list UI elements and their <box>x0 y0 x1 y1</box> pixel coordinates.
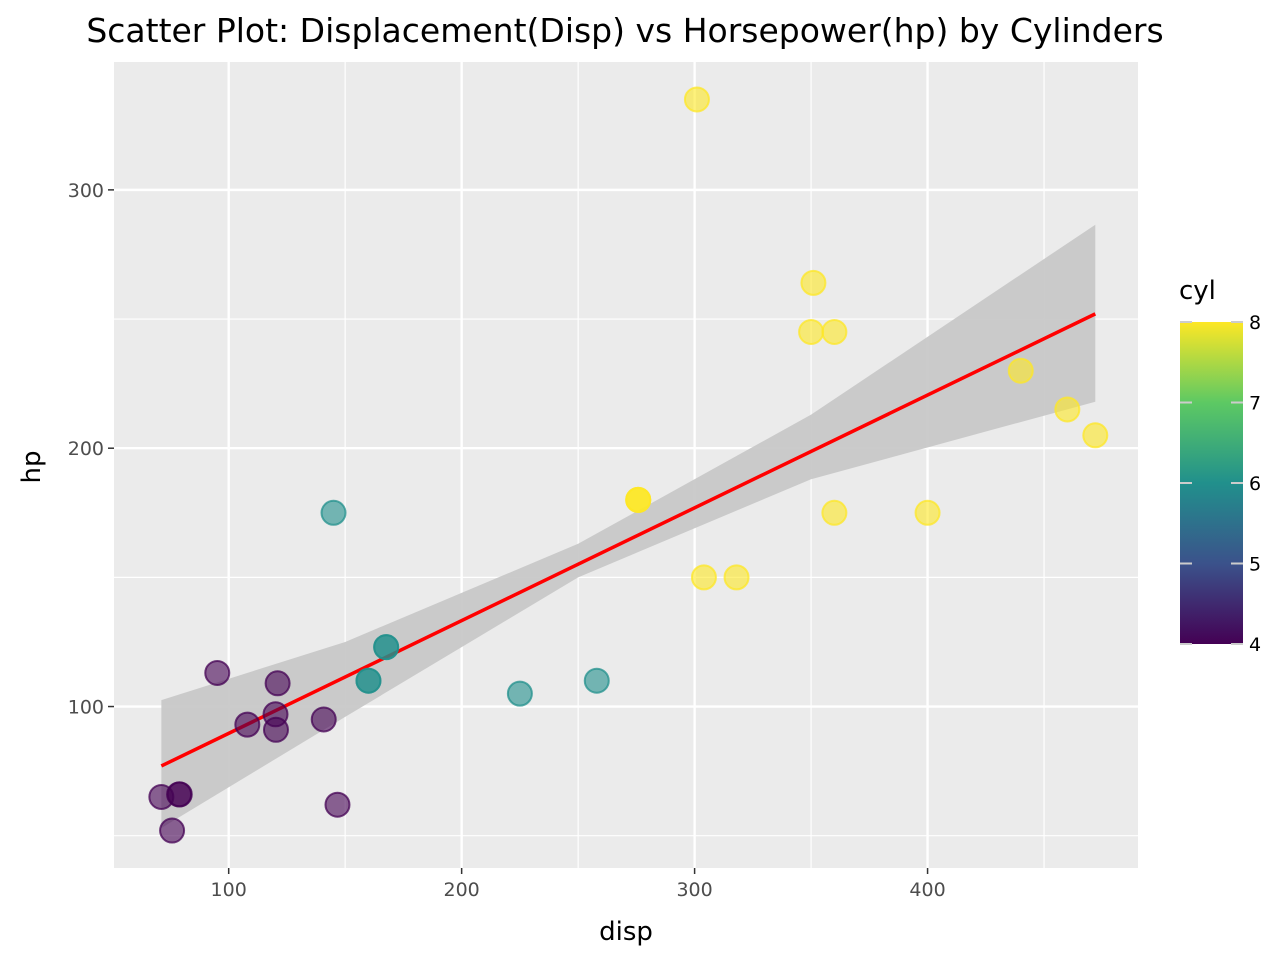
data-point <box>324 791 351 818</box>
color-legend: cyl 4 5 6 7 8 <box>1179 276 1261 656</box>
legend-title: cyl <box>1179 276 1216 306</box>
data-point <box>264 670 291 697</box>
colorbar-label: 8 <box>1249 312 1261 334</box>
y-tick-label: 300 <box>68 180 104 202</box>
data-point <box>914 499 941 526</box>
grid-lines <box>114 62 1138 868</box>
x-axis-title: disp <box>599 917 653 947</box>
confidence-band <box>161 224 1096 828</box>
data-point <box>355 667 382 694</box>
data-point <box>798 318 825 345</box>
chart-title: Scatter Plot: Displacement(Disp) vs Hors… <box>86 11 1163 50</box>
data-point <box>506 680 533 707</box>
data-point <box>166 781 193 808</box>
trend-line <box>160 312 1097 768</box>
x-tick-label: 100 <box>211 879 247 901</box>
data-point <box>1082 422 1109 449</box>
confidence-band-layer <box>161 224 1096 828</box>
x-tick-label: 300 <box>676 879 712 901</box>
data-point <box>159 817 186 844</box>
y-tick-label: 200 <box>68 438 104 460</box>
x-tick-label: 400 <box>909 879 945 901</box>
data-point <box>583 667 610 694</box>
colorbar-label: 6 <box>1249 473 1261 495</box>
data-points <box>148 86 1109 844</box>
colorbar-label: 7 <box>1249 393 1261 415</box>
data-point <box>821 499 848 526</box>
colorbar-label: 4 <box>1249 634 1261 656</box>
data-point <box>690 564 717 591</box>
x-tick-label: 200 <box>444 879 480 901</box>
data-point <box>821 318 848 345</box>
axis-ticks: 100 200 300 400 100 200 300 <box>68 180 946 901</box>
data-point <box>320 499 347 526</box>
data-point <box>373 634 400 661</box>
data-point <box>1007 357 1034 384</box>
data-point <box>310 706 337 733</box>
y-tick-label: 100 <box>68 697 104 719</box>
data-point <box>800 269 827 296</box>
data-point <box>723 564 750 591</box>
data-point <box>234 711 261 738</box>
colorbar-label: 5 <box>1249 554 1261 576</box>
data-point <box>262 716 289 743</box>
data-point <box>683 86 710 113</box>
data-point <box>1054 396 1081 423</box>
colorbar-ticks: 4 5 6 7 8 <box>1180 312 1261 656</box>
data-point <box>625 486 652 513</box>
y-axis-title: hp <box>17 451 47 484</box>
data-point <box>204 659 231 686</box>
trend-line-layer <box>160 312 1097 768</box>
